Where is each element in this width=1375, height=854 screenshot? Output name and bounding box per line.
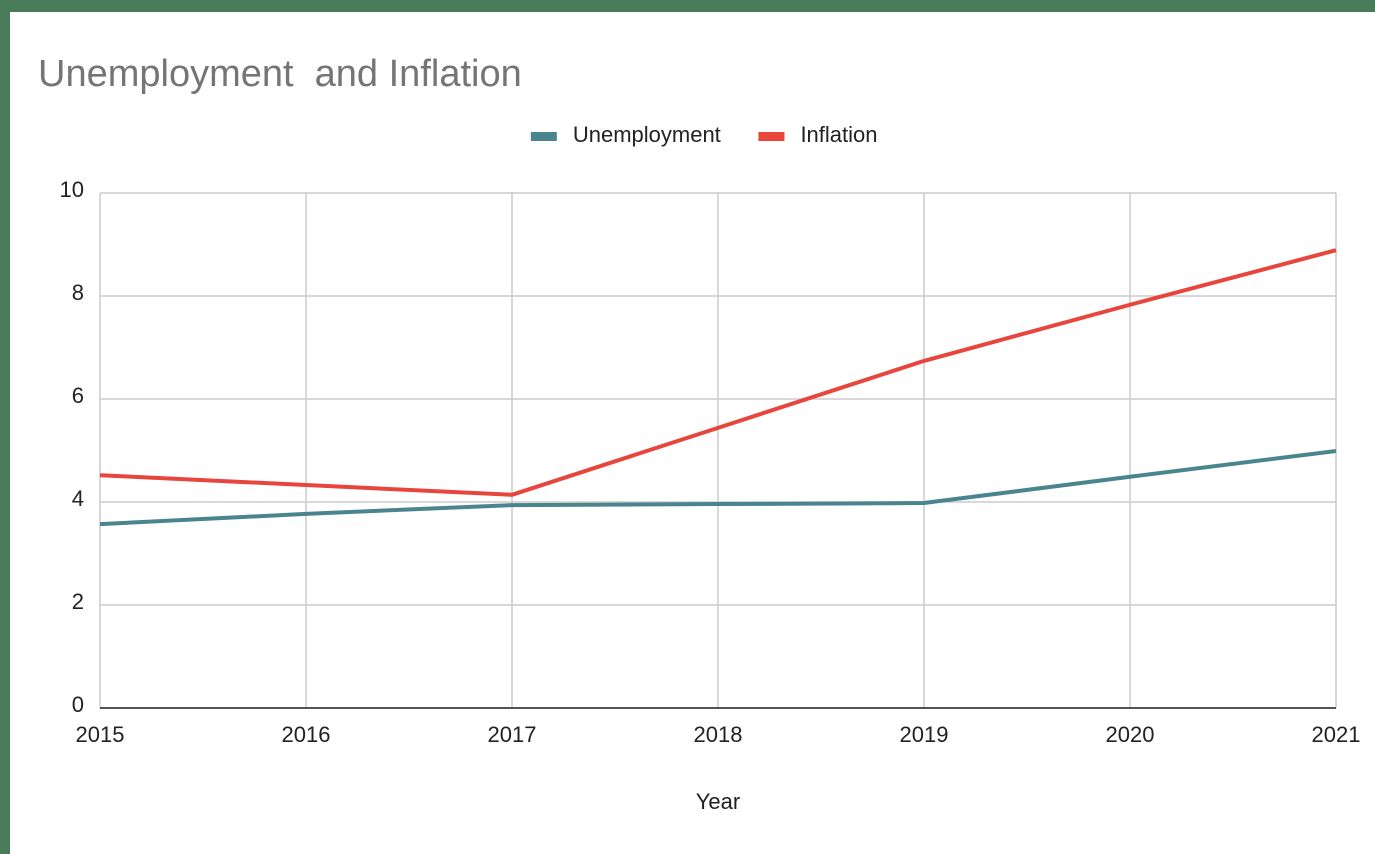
series-line — [99, 449, 1337, 527]
y-tick-label: 6 — [72, 383, 84, 408]
y-tick-label: 8 — [72, 280, 84, 305]
y-tick-label: 4 — [72, 486, 84, 511]
legend-label: Unemployment — [573, 122, 721, 147]
x-axis-label: Year — [696, 789, 740, 814]
x-tick-label: 2019 — [900, 722, 949, 747]
chart-background — [10, 12, 1375, 854]
series-line — [99, 248, 1337, 497]
x-tick-label: 2018 — [694, 722, 743, 747]
legend-swatch — [530, 132, 557, 141]
x-tick-label: 2015 — [76, 722, 125, 747]
y-tick-label: 0 — [72, 692, 84, 717]
x-tick-label: 2017 — [488, 722, 537, 747]
x-tick-label: 2016 — [282, 722, 331, 747]
x-tick-label: 2021 — [1312, 722, 1361, 747]
y-tick-label: 10 — [60, 177, 84, 202]
x-tick-label: 2020 — [1106, 722, 1155, 747]
y-tick-label: 2 — [72, 589, 84, 614]
legend-label: Inflation — [800, 122, 877, 147]
legend-swatch — [758, 132, 785, 141]
chart-title: Unemployment and Inflation — [38, 53, 522, 95]
